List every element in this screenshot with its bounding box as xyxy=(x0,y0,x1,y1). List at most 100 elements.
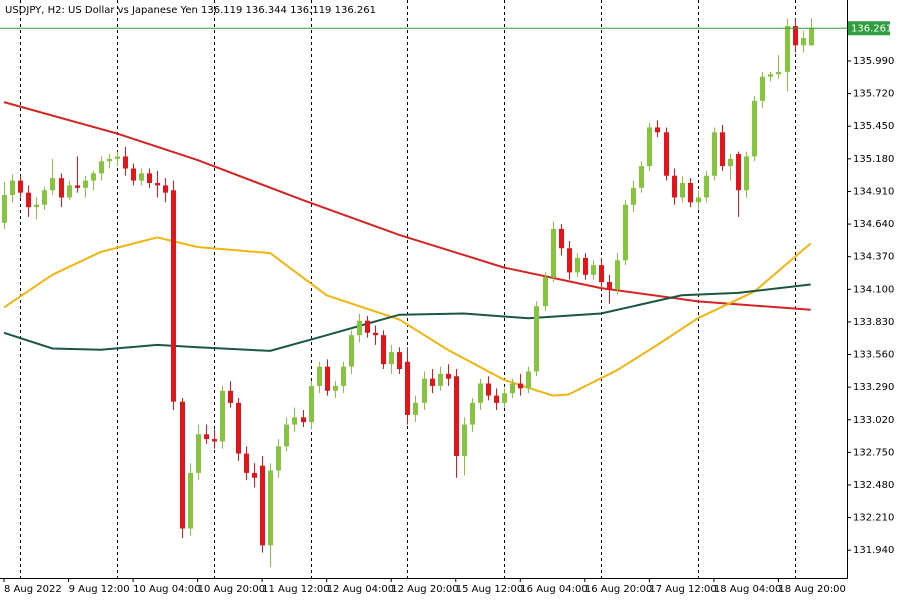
candle-body xyxy=(493,395,500,403)
candle-body xyxy=(267,470,274,546)
candle-body xyxy=(485,383,492,396)
candle-body xyxy=(138,173,145,181)
candle-body xyxy=(98,161,105,174)
y-tick-label: 131.940 xyxy=(853,545,894,556)
candle-body xyxy=(122,156,129,169)
y-tick-label: 135.450 xyxy=(853,121,894,132)
candle-body xyxy=(195,434,202,473)
candle-body xyxy=(808,28,815,46)
y-tick-label: 133.560 xyxy=(853,350,894,361)
candle-body xyxy=(203,434,210,440)
candle-body xyxy=(66,185,73,198)
candle-body xyxy=(219,390,226,442)
candle-body xyxy=(533,306,540,372)
candle-body xyxy=(671,175,678,198)
candle-body xyxy=(735,154,742,191)
candle-body xyxy=(170,190,177,402)
candle-body xyxy=(33,204,40,208)
price-label-box xyxy=(848,21,890,36)
candle-body xyxy=(687,183,694,203)
candle-body xyxy=(550,228,557,278)
x-tick-label: 18 Aug 04:00 xyxy=(714,584,781,595)
x-tick-label: 8 Aug 2022 xyxy=(4,584,62,595)
x-tick-label: 11 Aug 12:00 xyxy=(262,584,329,595)
candle-body xyxy=(227,390,234,403)
y-tick-label: 132.210 xyxy=(853,513,894,524)
candle-body xyxy=(404,361,411,415)
candle-body xyxy=(146,173,153,184)
candle-body xyxy=(300,417,307,423)
x-tick-label: 17 Aug 12:00 xyxy=(649,584,716,595)
candle-body xyxy=(396,352,403,370)
x-tick-label: 9 Aug 12:00 xyxy=(69,584,130,595)
candle-body xyxy=(388,352,395,365)
x-tick-label: 10 Aug 20:00 xyxy=(198,584,265,595)
candle-body xyxy=(695,197,702,203)
candle-body xyxy=(517,383,524,389)
candle-body xyxy=(211,439,218,442)
candle-body xyxy=(162,185,169,193)
candle-body xyxy=(324,366,331,391)
candle-body xyxy=(711,132,718,176)
candle-body xyxy=(340,366,347,386)
moving-average xyxy=(3,236,812,397)
candle-body xyxy=(445,373,452,379)
candle-body xyxy=(614,260,621,290)
candle-body xyxy=(1,195,8,223)
x-tick-label: 16 Aug 04:00 xyxy=(520,584,587,595)
candle-body xyxy=(767,74,774,77)
y-tick-label: 134.910 xyxy=(853,186,894,197)
y-tick-label: 133.290 xyxy=(853,382,894,393)
x-tick-label: 12 Aug 04:00 xyxy=(327,584,394,595)
candle-body xyxy=(82,180,89,188)
candle-body xyxy=(679,183,686,198)
candle-body xyxy=(509,383,516,394)
candle-body xyxy=(90,173,97,181)
y-tick-label: 135.180 xyxy=(853,154,894,165)
candle-body xyxy=(316,366,323,386)
chart-title: USDJPY, H2: US Dollar vs Japanese Yen 13… xyxy=(5,5,376,16)
candle-body xyxy=(638,166,645,188)
x-tick-label: 10 Aug 04:00 xyxy=(133,584,200,595)
candle-body xyxy=(630,187,637,205)
candle-body xyxy=(606,282,613,290)
candle-body xyxy=(703,175,710,198)
plot-area xyxy=(1,0,815,578)
x-tick-label: 12 Aug 20:00 xyxy=(391,584,458,595)
y-tick-label: 135.990 xyxy=(853,56,894,67)
moving-average xyxy=(3,283,811,352)
candle-body xyxy=(646,127,653,167)
candle-body xyxy=(332,385,339,391)
y-tick-label: 133.830 xyxy=(853,317,894,328)
candle-body xyxy=(622,204,629,261)
candle-body xyxy=(41,190,48,205)
candle-body xyxy=(751,100,758,157)
y-tick-label: 132.750 xyxy=(853,447,894,458)
x-tick-label: 16 Aug 20:00 xyxy=(585,584,652,595)
candle-body xyxy=(348,335,355,367)
candle-body xyxy=(283,424,290,447)
candle-body xyxy=(743,156,750,191)
candle-body xyxy=(187,472,194,529)
y-tick-label: 135.720 xyxy=(853,89,894,100)
candle-body xyxy=(380,335,387,365)
y-tick-label: 134.370 xyxy=(853,252,894,263)
y-tick-label: 133.020 xyxy=(853,415,894,426)
candle-body xyxy=(800,38,807,46)
candle-body xyxy=(775,71,782,75)
candle-body xyxy=(558,228,565,249)
candle-body xyxy=(74,185,81,188)
candle-body xyxy=(654,127,661,133)
candle-body xyxy=(243,453,250,473)
candle-body xyxy=(412,402,419,415)
candle-body xyxy=(429,378,436,386)
y-tick-label: 134.640 xyxy=(853,219,894,230)
candle-body xyxy=(663,132,670,176)
candle-body xyxy=(525,371,532,389)
candle-body xyxy=(598,265,605,283)
candle-body xyxy=(49,178,56,191)
candle-body xyxy=(259,465,266,546)
candle-body xyxy=(291,417,298,425)
